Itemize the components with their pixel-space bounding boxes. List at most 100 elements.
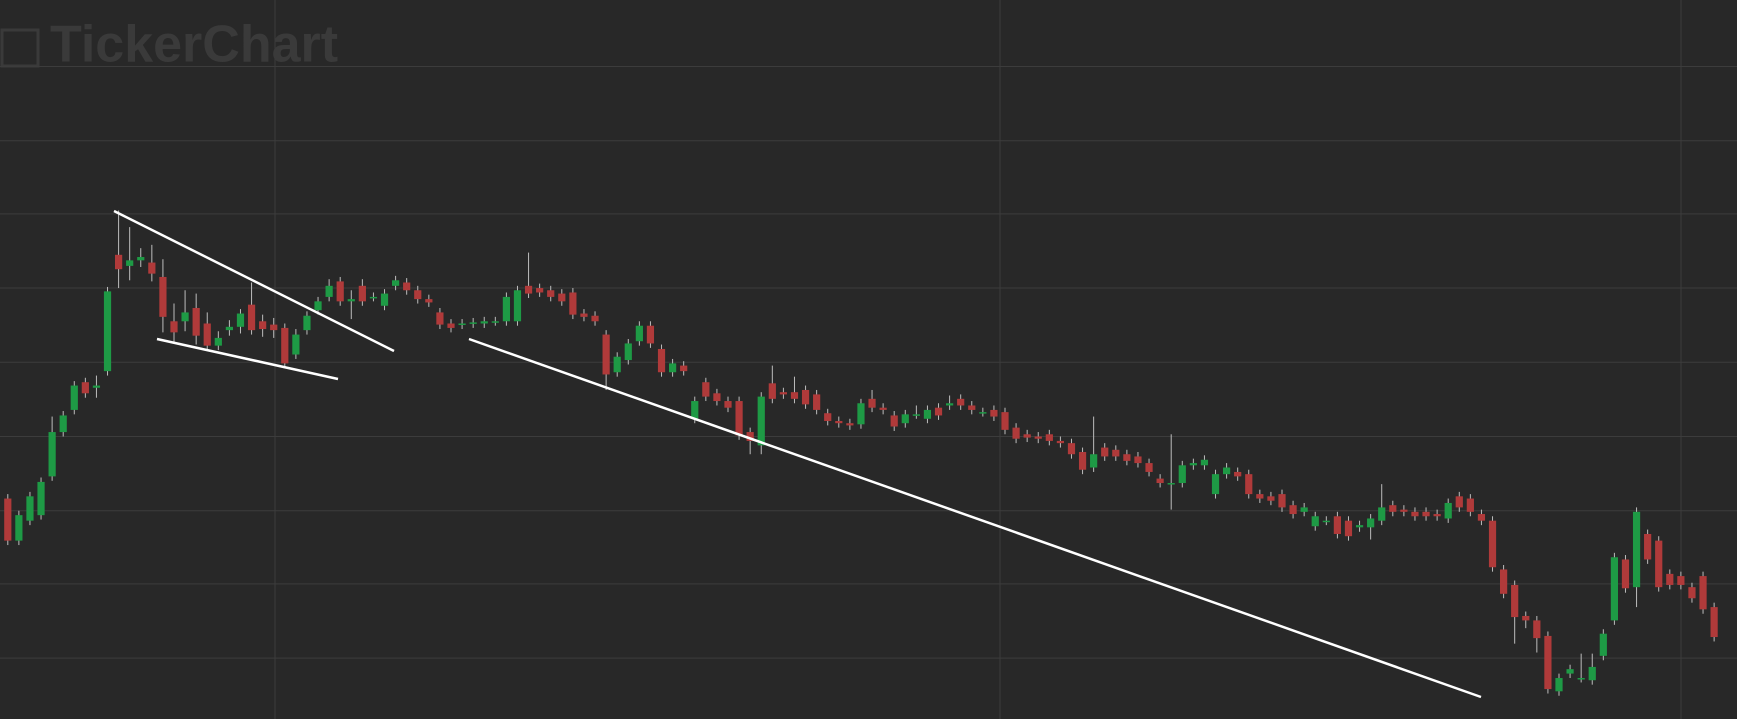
- candle-body: [1322, 520, 1330, 523]
- candle-body: [957, 398, 965, 406]
- candle-body: [1644, 533, 1652, 560]
- candle-body: [48, 432, 56, 477]
- candle-body: [1223, 467, 1231, 475]
- candle-body: [735, 401, 743, 436]
- candle-body: [4, 498, 12, 541]
- candle-body: [1078, 452, 1087, 470]
- candle-body: [392, 280, 400, 286]
- candle-body: [1378, 507, 1386, 521]
- candle-body: [813, 394, 821, 410]
- candle-body: [214, 337, 222, 346]
- candle-body: [1710, 607, 1718, 638]
- candle-body: [558, 293, 566, 302]
- candle-body: [259, 321, 267, 330]
- candle-body: [857, 403, 865, 425]
- candle-body: [225, 326, 233, 331]
- candle-body: [1023, 434, 1031, 438]
- trend-line: [156, 337, 339, 381]
- candle-body: [70, 385, 78, 410]
- candle-body: [1355, 525, 1364, 528]
- candle-body: [790, 392, 799, 399]
- candle-body: [1112, 449, 1120, 457]
- candle-body: [1245, 474, 1253, 495]
- candle-body: [1577, 678, 1585, 680]
- candle-body: [513, 290, 522, 322]
- candle-body: [59, 415, 67, 433]
- candle-body: [469, 322, 477, 324]
- candle-body: [724, 401, 732, 408]
- candle-body: [447, 323, 455, 328]
- candle-body: [1699, 576, 1707, 610]
- candle-body: [979, 412, 987, 414]
- trend-line: [113, 209, 395, 353]
- candle-body: [879, 407, 887, 410]
- candle-body: [1256, 494, 1264, 499]
- candle-body: [1267, 496, 1275, 501]
- candle-body: [1178, 465, 1186, 484]
- candle-body: [115, 254, 123, 270]
- candle-body: [403, 282, 411, 291]
- candle-body: [1145, 463, 1153, 472]
- candle-body: [15, 515, 23, 541]
- candle-body: [1056, 440, 1064, 444]
- candle-body: [1555, 678, 1563, 692]
- candle-body: [923, 409, 932, 419]
- candle-body: [934, 407, 943, 416]
- candle-body: [1666, 573, 1674, 585]
- candle-body: [414, 290, 422, 300]
- candle-body: [380, 293, 389, 306]
- candle-body: [81, 382, 89, 394]
- candle-body: [591, 315, 599, 322]
- trend-line: [468, 337, 1482, 699]
- candle-body: [990, 409, 998, 417]
- candle-body: [1544, 635, 1552, 690]
- candle-body: [137, 257, 145, 261]
- candle-body: [1588, 666, 1596, 681]
- candle-body: [1488, 520, 1497, 568]
- candle-body: [292, 334, 300, 355]
- candle-body: [347, 299, 355, 302]
- candle-body: [1289, 505, 1297, 515]
- candle-body: [181, 312, 189, 322]
- candle-body: [192, 307, 200, 336]
- candle-body: [436, 312, 444, 325]
- candle-body: [303, 315, 311, 331]
- candle-body: [1012, 427, 1020, 439]
- candle-body: [369, 296, 378, 299]
- candle-body: [1599, 633, 1607, 656]
- candle-body: [746, 432, 754, 441]
- candle-body: [1344, 520, 1353, 537]
- candle-body: [203, 323, 211, 346]
- candle-body: [547, 290, 555, 297]
- candle-body: [26, 496, 34, 521]
- candle-body: [1123, 454, 1131, 461]
- candle-body: [968, 405, 976, 410]
- candle-body: [1444, 502, 1452, 519]
- candle-body: [890, 415, 898, 427]
- candle-body: [281, 327, 289, 364]
- candle-body: [1167, 483, 1175, 485]
- candle-body: [1211, 474, 1220, 495]
- candle-body: [1156, 478, 1164, 484]
- candle-body: [1500, 569, 1508, 594]
- candle-body: [1278, 494, 1286, 508]
- candle-body: [270, 324, 278, 331]
- candle-body: [524, 285, 533, 294]
- candle-body: [569, 292, 577, 315]
- candle-body: [1367, 518, 1375, 528]
- candle-body: [635, 325, 643, 342]
- candle-body: [846, 423, 854, 426]
- candle-body: [868, 398, 876, 408]
- candle-body: [1621, 559, 1630, 589]
- candle-body: [1400, 509, 1408, 512]
- candle-body: [669, 363, 677, 373]
- candle-body: [824, 413, 832, 421]
- candle-body: [491, 321, 499, 323]
- candle-body: [1610, 557, 1618, 621]
- candle-body: [602, 334, 610, 375]
- candle-body: [779, 392, 787, 395]
- candle-body: [912, 414, 920, 416]
- candle-body: [1422, 511, 1430, 517]
- candle-body: [336, 281, 344, 302]
